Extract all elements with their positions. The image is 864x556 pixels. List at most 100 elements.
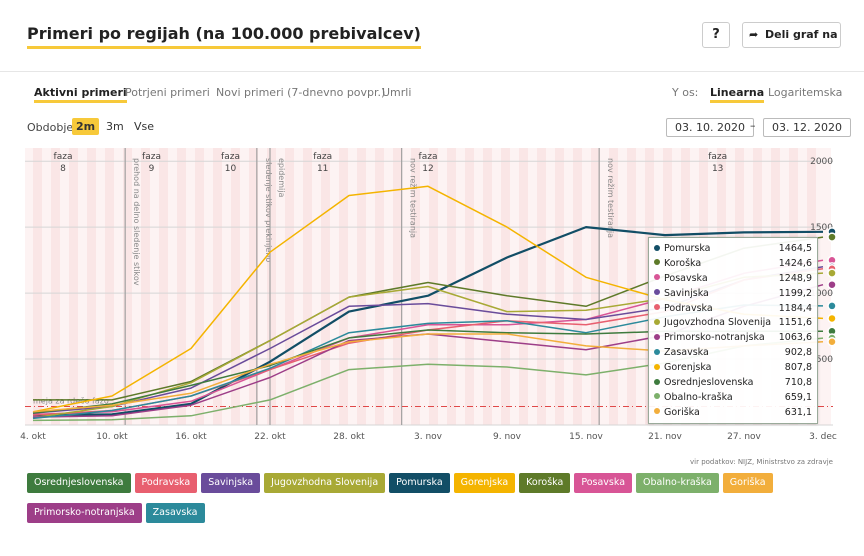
background-stripe bbox=[483, 148, 492, 425]
tooltip-row: Primorsko-notranjska 1063,6 bbox=[654, 331, 812, 346]
date-from-input[interactable]: 03. 10. 2020 bbox=[666, 118, 754, 137]
legend-item-pomurska[interactable]: Pomurska bbox=[389, 473, 450, 493]
event-label: prehod na delno sledenje stikov bbox=[132, 158, 141, 286]
background-stripe bbox=[429, 148, 438, 425]
phase-label: faza bbox=[142, 152, 161, 162]
tooltip-series-name: Podravska bbox=[664, 302, 713, 314]
series-color-dot bbox=[654, 259, 660, 266]
y-axis-log-option[interactable]: Logaritemska bbox=[768, 86, 843, 99]
x-tick-label: 3. dec bbox=[809, 432, 837, 442]
tooltip-row: Koroška 1424,6 bbox=[654, 257, 812, 272]
background-stripe bbox=[177, 148, 186, 425]
x-tick-label: 27. nov bbox=[727, 432, 761, 442]
background-stripe bbox=[465, 148, 474, 425]
background-stripe bbox=[411, 148, 420, 425]
y-tick-label: 500 bbox=[816, 355, 833, 365]
tooltip-row: Zasavska 902,8 bbox=[654, 346, 812, 361]
x-tick-label: 3. nov bbox=[414, 432, 443, 442]
series-color-dot bbox=[654, 304, 660, 311]
legend-item-jugovzhodna-slovenija[interactable]: Jugovzhodna Slovenija bbox=[264, 473, 386, 493]
background-stripe bbox=[267, 148, 276, 425]
tooltip-series-value: 1151,6 bbox=[778, 317, 812, 329]
tooltip-row: Goriška 631,1 bbox=[654, 406, 812, 421]
series-color-dot bbox=[654, 274, 660, 281]
legend-item-gori-ka[interactable]: Goriška bbox=[722, 473, 773, 493]
series-line-pomurska[interactable] bbox=[32, 226, 824, 417]
share-button[interactable]: ➦ Deli graf na bbox=[742, 22, 841, 48]
series-endpoint-jugovzhodna-slovenija bbox=[827, 268, 837, 278]
y-tick-label: 1000 bbox=[810, 289, 833, 299]
series-color-dot bbox=[654, 244, 660, 251]
tooltip-series-name: Koroška bbox=[664, 257, 702, 269]
phase-number: 10 bbox=[225, 164, 237, 174]
background-stripe bbox=[609, 148, 618, 425]
x-tick-label: 16. okt bbox=[175, 432, 207, 442]
phase-label: faza bbox=[54, 152, 73, 162]
background-stripe bbox=[519, 148, 528, 425]
legend-item-zasavska[interactable]: Zasavska bbox=[145, 503, 205, 523]
event-label: sledenje stikov prekinjeno bbox=[264, 158, 273, 262]
tab-novi-primeri[interactable]: Novi primeri (7-dnevno povpr.) bbox=[216, 86, 386, 99]
tooltip-series-value: 1424,6 bbox=[778, 257, 812, 269]
legend-item-primorsko-notranjska[interactable]: Primorsko-notranjska bbox=[27, 503, 142, 523]
tooltip-series-name: Zasavska bbox=[664, 347, 709, 359]
x-tick-label: 22. okt bbox=[254, 432, 286, 442]
tooltip-series-value: 1184,4 bbox=[778, 302, 812, 314]
background-stripe bbox=[501, 148, 510, 425]
series-endpoint-gori-ka bbox=[827, 337, 837, 347]
series-endpoint-koro-ka bbox=[827, 232, 837, 242]
tooltip-series-value: 1063,6 bbox=[778, 332, 812, 344]
tooltip-series-name: Savinjska bbox=[664, 287, 709, 299]
help-button[interactable]: ? bbox=[702, 22, 730, 48]
legend-item-savinjska[interactable]: Savinjska bbox=[201, 473, 261, 493]
legend-item-podravska[interactable]: Podravska bbox=[134, 473, 198, 493]
series-endpoint-primorsko-notranjska bbox=[827, 279, 837, 290]
phase-number: 9 bbox=[149, 164, 155, 174]
tab-potrjeni-primeri[interactable]: Potrjeni primeri bbox=[125, 86, 210, 99]
x-tick-label: 10. okt bbox=[96, 432, 128, 442]
background-stripe bbox=[213, 148, 222, 425]
legend-item-gorenjska[interactable]: Gorenjska bbox=[453, 473, 516, 493]
tooltip-row: Podravska 1184,4 bbox=[654, 302, 812, 317]
period-all-button[interactable]: Vse bbox=[134, 120, 155, 133]
y-axis-linear-option[interactable]: Linearna bbox=[710, 86, 765, 103]
background-stripe bbox=[33, 148, 42, 425]
background-stripe bbox=[141, 148, 150, 425]
tab-umrli[interactable]: Umrli bbox=[382, 86, 412, 99]
date-separator: – bbox=[750, 119, 756, 132]
series-color-dot bbox=[654, 378, 660, 385]
background-stripe bbox=[303, 148, 312, 425]
tooltip-series-name: Pomurska bbox=[664, 243, 711, 254]
legend-item-koro-ka[interactable]: Koroška bbox=[519, 473, 571, 493]
background-stripe bbox=[321, 148, 330, 425]
phase-number: 12 bbox=[422, 164, 433, 174]
share-label: Deli graf na bbox=[765, 28, 838, 41]
background-stripe bbox=[591, 148, 600, 425]
date-to-input[interactable]: 03. 12. 2020 bbox=[763, 118, 851, 137]
data-source: vir podatkov: NIJZ, Ministrstvo za zdrav… bbox=[690, 458, 833, 466]
background-stripe bbox=[573, 148, 582, 425]
tooltip-series-name: Jugovzhodna Slovenija bbox=[664, 317, 772, 329]
background-stripe bbox=[357, 148, 366, 425]
legend-item-osrednjeslovenska[interactable]: Osrednjeslovenska bbox=[27, 473, 131, 493]
event-label: nov režim testiranja bbox=[409, 158, 418, 238]
phase-number: 13 bbox=[712, 164, 723, 174]
background-stripe bbox=[123, 148, 132, 425]
tooltip-series-name: Goriška bbox=[664, 406, 700, 418]
tooltip-series-value: 1248,9 bbox=[778, 272, 812, 284]
series-color-dot bbox=[654, 408, 660, 415]
legend-item-posavska[interactable]: Posavska bbox=[574, 473, 633, 493]
series-color-dot bbox=[654, 289, 660, 296]
x-tick-label: 28. okt bbox=[333, 432, 365, 442]
header-divider bbox=[0, 71, 864, 72]
period-3m-button[interactable]: 3m bbox=[106, 120, 124, 133]
phase-number: 8 bbox=[60, 164, 66, 174]
background-stripe bbox=[159, 148, 168, 425]
legend-item-obalno-kra-ka[interactable]: Obalno-kraška bbox=[636, 473, 719, 493]
event-label: epidemija bbox=[277, 158, 286, 197]
page-title: Primeri po regijah (na 100.000 prebivalc… bbox=[27, 24, 421, 49]
background-stripe bbox=[231, 148, 240, 425]
y-tick-label: 1500 bbox=[810, 223, 833, 233]
period-2m-button[interactable]: 2m bbox=[72, 118, 100, 135]
tab-aktivni-primeri[interactable]: Aktivni primeri bbox=[34, 86, 127, 103]
